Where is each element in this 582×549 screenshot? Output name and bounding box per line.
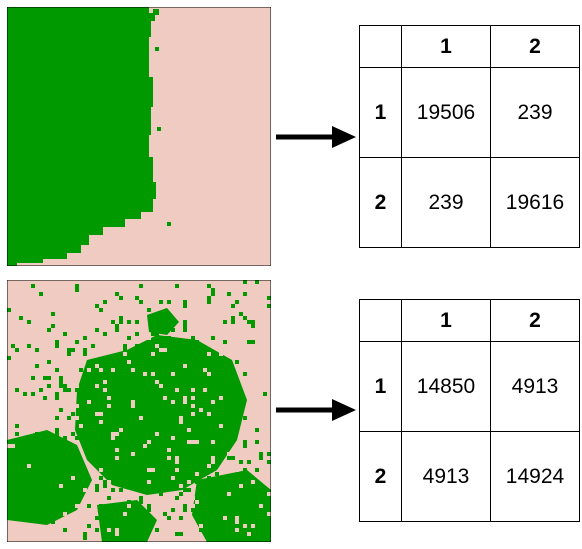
row-header-1: 1 <box>359 341 402 432</box>
row-header-1: 1 <box>359 67 402 158</box>
bottom-arrow-icon <box>276 399 356 421</box>
column-header-1: 1 <box>401 25 491 68</box>
matrix-cell: 14924 <box>490 431 580 522</box>
bottom-map-speckle <box>7 280 271 540</box>
top-adjacency-matrix: 1 2 1 19506 239 2 239 19616 <box>359 25 580 248</box>
matrix-cell: 4913 <box>401 431 491 522</box>
row-header-2: 2 <box>359 431 402 522</box>
matrix-corner-cell <box>359 25 402 68</box>
top-arrow-icon <box>276 126 356 148</box>
matrix-corner-cell <box>359 299 402 342</box>
matrix-cell: 4913 <box>490 341 580 432</box>
top-map-forest-region <box>7 7 156 266</box>
column-header-2: 2 <box>490 299 580 342</box>
bottom-adjacency-matrix: 1 2 1 14850 4913 2 4913 14924 <box>359 299 580 522</box>
matrix-cell: 239 <box>490 67 580 158</box>
column-header-2: 2 <box>490 25 580 68</box>
matrix-cell: 19506 <box>401 67 491 158</box>
matrix-cell: 14850 <box>401 341 491 432</box>
top-landscape-map <box>7 7 271 266</box>
row-header-2: 2 <box>359 157 402 248</box>
column-header-1: 1 <box>401 299 491 342</box>
matrix-cell: 19616 <box>490 157 580 248</box>
matrix-cell: 239 <box>401 157 491 248</box>
bottom-landscape-map <box>7 280 271 542</box>
